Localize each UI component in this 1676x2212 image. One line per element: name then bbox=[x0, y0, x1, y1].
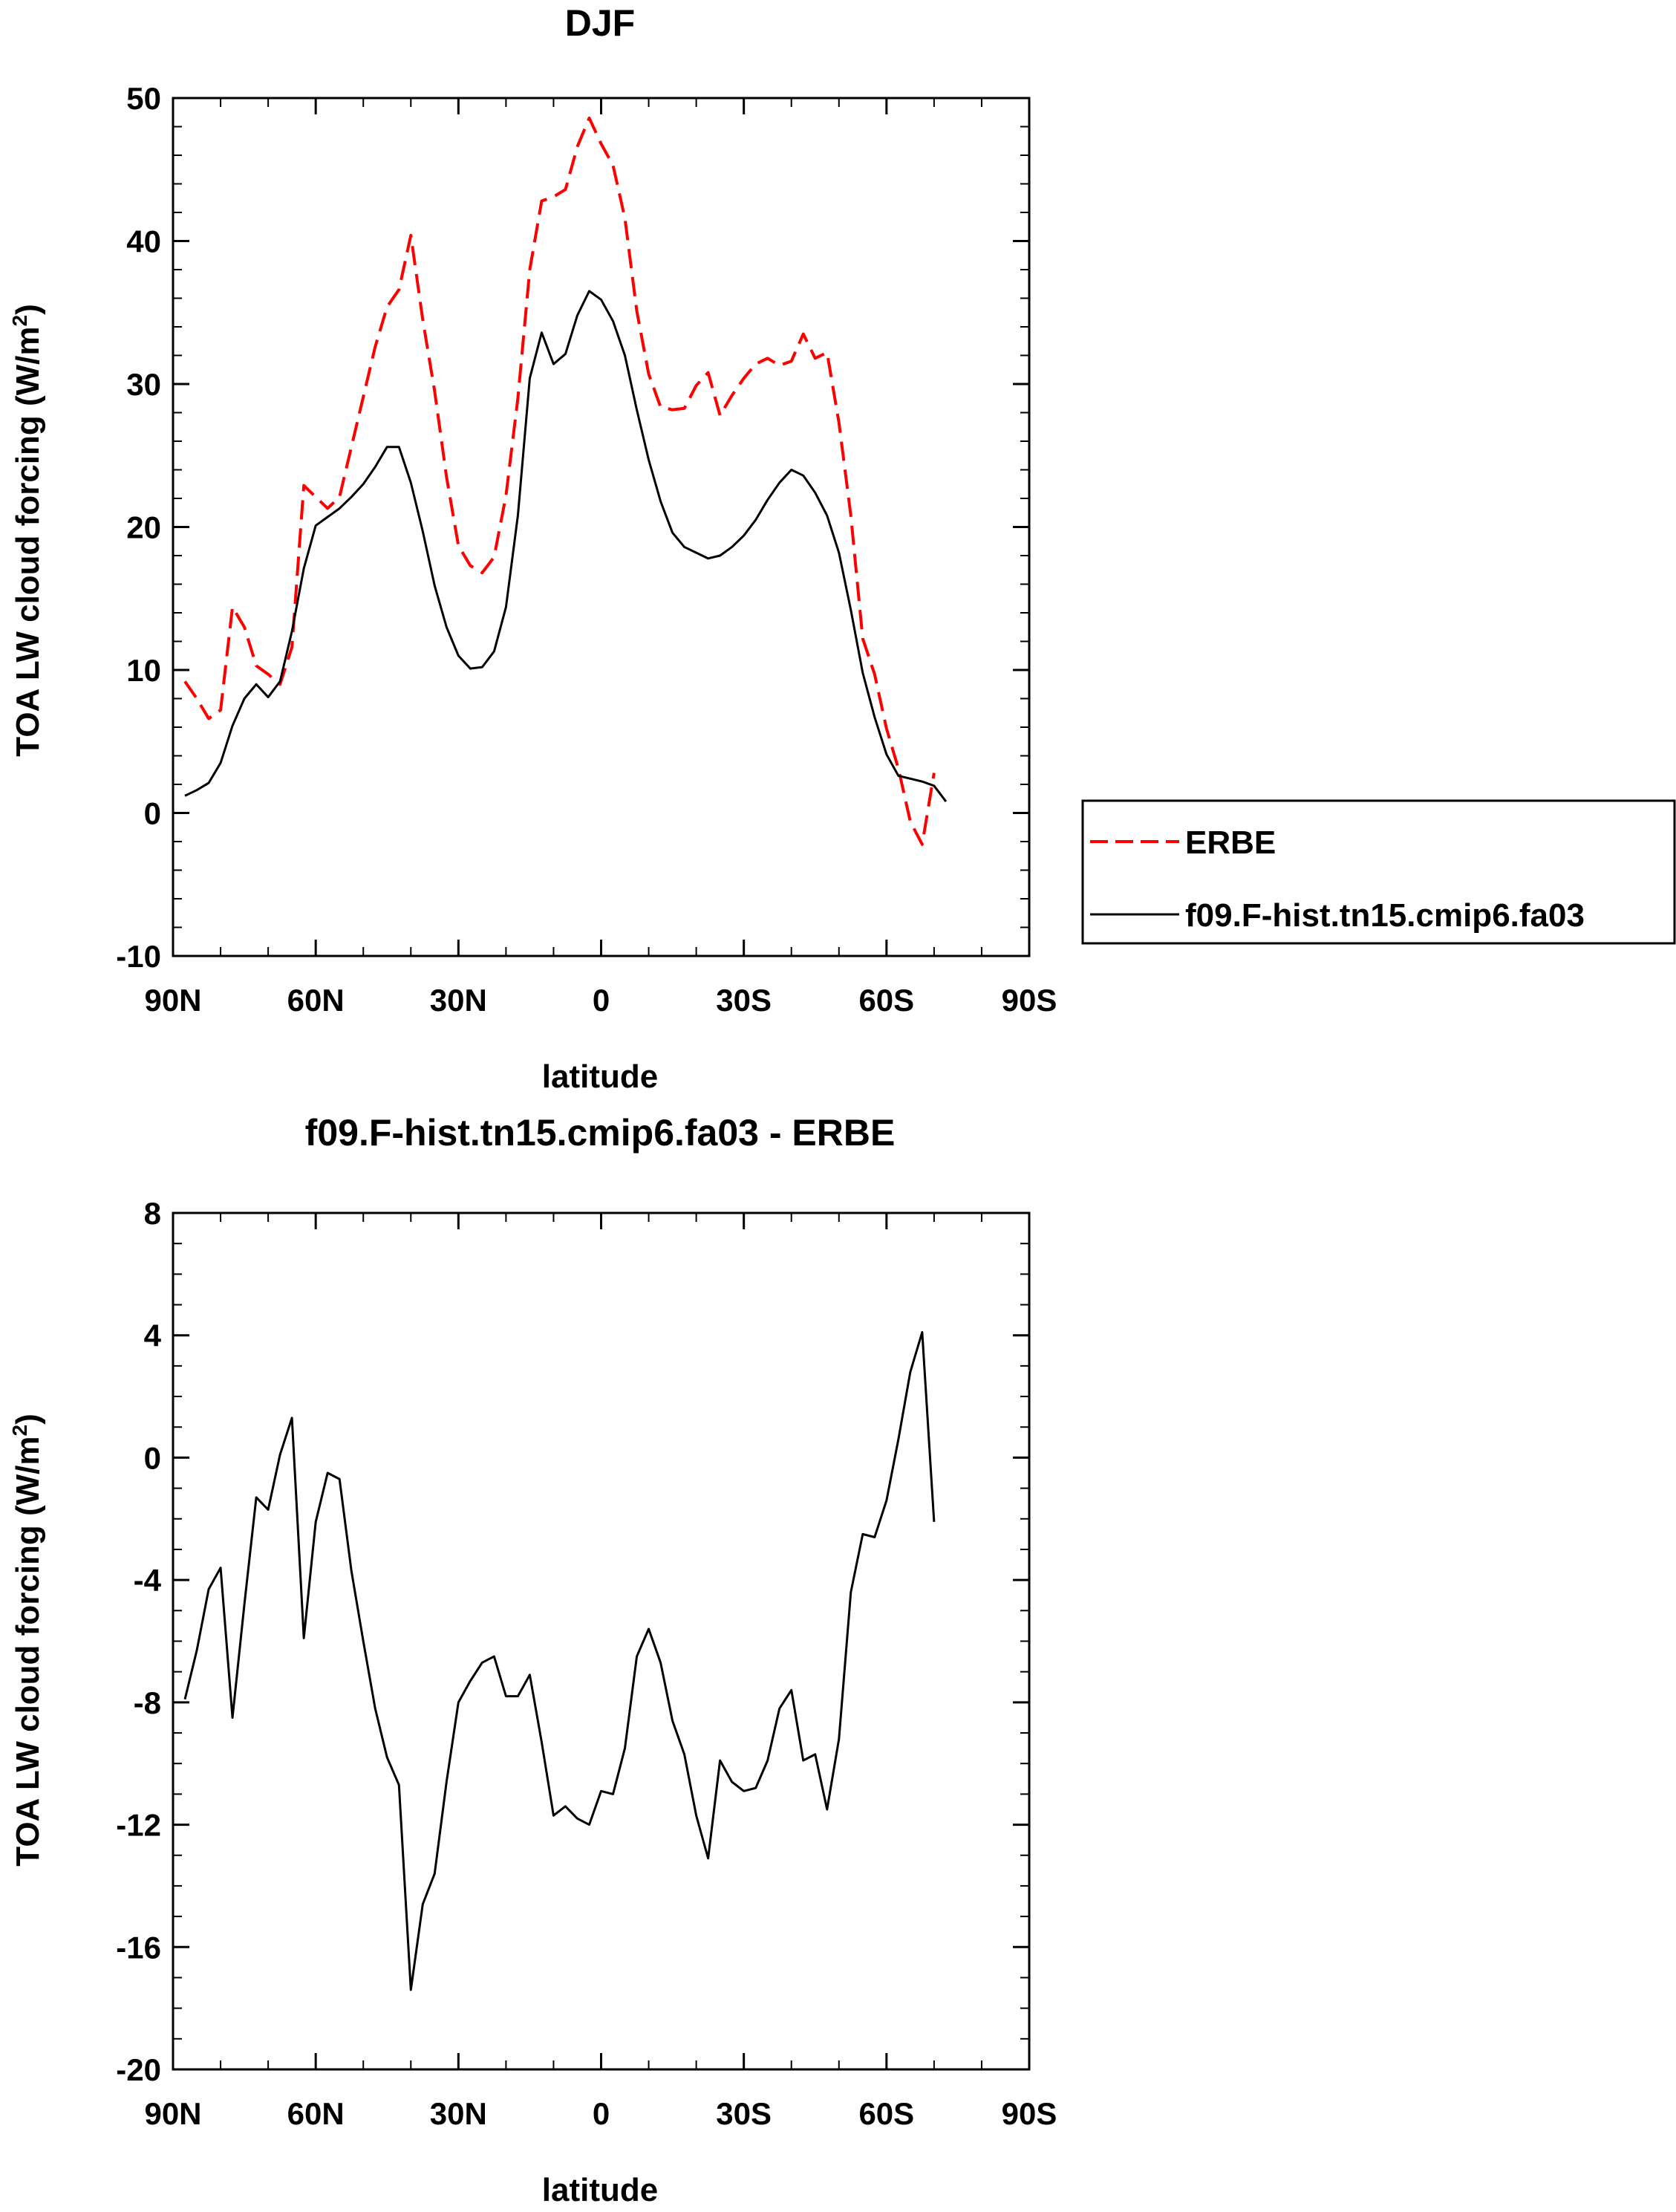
top-y-tick-label: -10 bbox=[116, 939, 161, 974]
bottom-y-tick-label: -4 bbox=[134, 1563, 162, 1598]
top-data-series bbox=[183, 116, 948, 846]
bottom-x-tick-labels: 90N 60N 30N 0 30S 60S 90S bbox=[144, 2096, 1057, 2131]
bottom-y-tick-labels: -20 -16 -12 -8 -4 0 4 8 bbox=[116, 1196, 161, 2087]
bottom-y-axis-label-superscript: 2 bbox=[8, 1425, 31, 1437]
legend-model-label: f09.F-hist.tn15.cmip6.fa03 bbox=[1185, 897, 1585, 934]
bottom-panel: f09.F-hist.tn15.cmip6.fa03 - ERBE TOA LW… bbox=[8, 1112, 1057, 2208]
bottom-x-tick-label: 90N bbox=[144, 2096, 201, 2131]
top-y-tick-label: 20 bbox=[126, 510, 161, 545]
bottom-y-axis-label-text: TOA LW cloud forcing (W/m2) bbox=[8, 1414, 46, 1867]
bottom-difference-line bbox=[183, 1331, 936, 1991]
bottom-y-tick-label: -12 bbox=[116, 1808, 161, 1843]
legend: ERBE f09.F-hist.tn15.cmip6.fa03 bbox=[1081, 799, 1676, 945]
top-panel: DJF TOA LW cloud forcing (W/m2) 90N 60N 30… bbox=[8, 2, 1676, 1095]
bottom-x-tick-label: 90S bbox=[1002, 2096, 1057, 2131]
top-erbe-line bbox=[183, 116, 936, 846]
top-tick-marks bbox=[172, 97, 1031, 957]
bottom-x-tick-label: 60S bbox=[858, 2096, 914, 2131]
top-model-line bbox=[184, 290, 948, 803]
top-x-tick-label: 90S bbox=[1002, 983, 1057, 1018]
bottom-y-tick-label: 0 bbox=[144, 1440, 161, 1475]
bottom-x-tick-label: 30S bbox=[716, 2096, 772, 2131]
top-x-tick-label: 60S bbox=[858, 983, 914, 1018]
bottom-y-axis-label-close: ) bbox=[10, 1414, 46, 1425]
top-y-tick-label: 50 bbox=[126, 81, 161, 116]
top-y-tick-labels: -10 0 10 20 30 40 50 bbox=[116, 81, 161, 974]
bottom-panel-title: f09.F-hist.tn15.cmip6.fa03 - ERBE bbox=[305, 1112, 896, 1154]
bottom-data-series bbox=[183, 1331, 936, 1991]
bottom-y-tick-label: 4 bbox=[144, 1318, 162, 1353]
top-x-tick-label: 60N bbox=[287, 983, 345, 1018]
bottom-y-tick-label: -16 bbox=[116, 1930, 161, 1965]
bottom-x-tick-label: 0 bbox=[593, 2096, 610, 2131]
top-x-tick-label: 30S bbox=[716, 983, 772, 1018]
top-y-axis-label: TOA LW cloud forcing (W/m2) bbox=[8, 304, 46, 757]
bottom-plot-frame bbox=[172, 1211, 1031, 2071]
top-y-axis-label-close: ) bbox=[10, 304, 46, 315]
top-x-tick-label: 90N bbox=[144, 983, 201, 1018]
bottom-x-tick-label: 60N bbox=[287, 2096, 345, 2131]
bottom-x-axis-label: latitude bbox=[542, 2172, 658, 2208]
top-x-tick-labels: 90N 60N 30N 0 30S 60S 90S bbox=[144, 983, 1057, 1018]
top-plot-frame bbox=[172, 97, 1031, 957]
top-panel-title: DJF bbox=[565, 2, 635, 44]
top-y-tick-label: 10 bbox=[126, 653, 161, 688]
top-x-tick-label: 30N bbox=[430, 983, 487, 1018]
top-y-axis-label-text: TOA LW cloud forcing (W/m2) bbox=[8, 304, 46, 757]
top-y-tick-label: 40 bbox=[126, 224, 161, 259]
top-x-tick-label: 0 bbox=[593, 983, 610, 1018]
bottom-y-axis-label-main: TOA LW cloud forcing (W/m bbox=[10, 1436, 46, 1866]
bottom-y-axis-label: TOA LW cloud forcing (W/m2) bbox=[8, 1414, 46, 1867]
top-y-tick-label: 30 bbox=[126, 367, 161, 402]
bottom-y-tick-label: 8 bbox=[144, 1196, 161, 1231]
top-y-axis-label-main: TOA LW cloud forcing (W/m bbox=[10, 326, 46, 756]
legend-box bbox=[1081, 799, 1676, 945]
bottom-y-tick-label: -20 bbox=[116, 2052, 161, 2087]
top-y-axis-label-superscript: 2 bbox=[8, 315, 31, 327]
legend-erbe-label: ERBE bbox=[1185, 824, 1276, 861]
top-y-tick-label: 0 bbox=[144, 796, 161, 831]
bottom-y-tick-label: -8 bbox=[134, 1685, 161, 1720]
bottom-tick-marks bbox=[172, 1211, 1031, 2071]
bottom-x-tick-label: 30N bbox=[430, 2096, 487, 2131]
top-x-axis-label: latitude bbox=[542, 1058, 658, 1095]
